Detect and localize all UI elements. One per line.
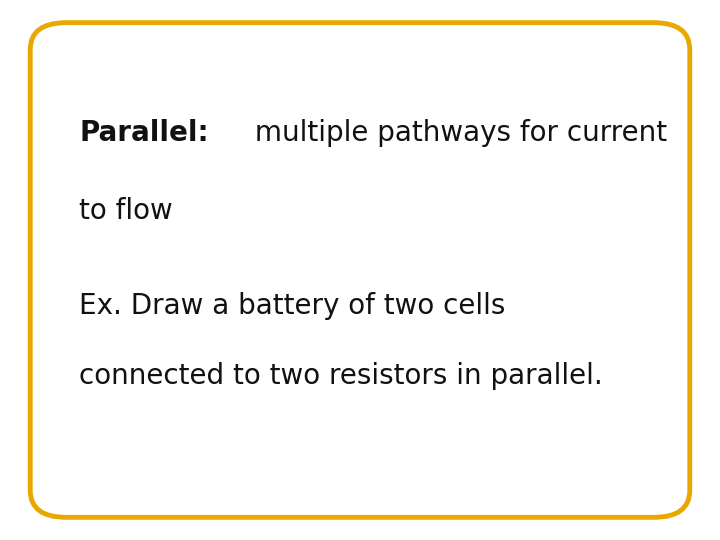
FancyBboxPatch shape [30, 23, 690, 517]
Text: connected to two resistors in parallel.: connected to two resistors in parallel. [79, 362, 603, 390]
Text: multiple pathways for current: multiple pathways for current [246, 119, 667, 147]
Text: Ex. Draw a battery of two cells: Ex. Draw a battery of two cells [79, 292, 505, 320]
Text: to flow: to flow [79, 197, 173, 225]
Text: Parallel:: Parallel: [79, 119, 209, 147]
